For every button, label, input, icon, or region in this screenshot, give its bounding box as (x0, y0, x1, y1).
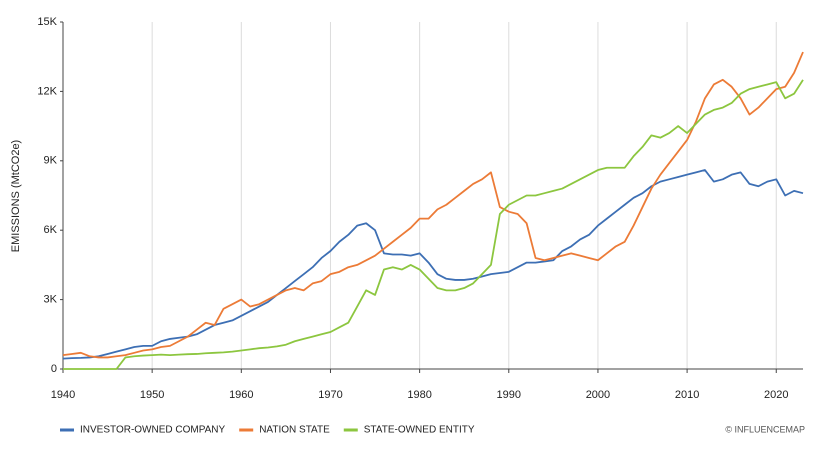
series-line (63, 79, 804, 370)
x-tick-label: 1990 (497, 389, 521, 401)
x-tick-label: 2020 (764, 389, 788, 401)
legend-label: NATION STATE (259, 425, 330, 436)
x-tick-label: 2010 (675, 389, 699, 401)
legend-label: INVESTOR-OWNED COMPANY (80, 425, 226, 436)
x-tick-label: 1940 (51, 389, 75, 401)
y-tick-label: 9K (44, 155, 58, 167)
y-tick-label: 3K (44, 294, 58, 306)
y-tick-label: 0 (51, 363, 57, 375)
x-tick-label: 1970 (318, 389, 342, 401)
x-tick-label: 2000 (586, 389, 610, 401)
y-tick-label: 12K (37, 85, 57, 97)
x-tick-label: 1960 (229, 389, 253, 401)
legend-label: STATE-OWNED ENTITY (364, 425, 475, 436)
series-line (62, 51, 804, 359)
y-tick-label: 6K (44, 224, 58, 236)
y-tick-label: 15K (37, 16, 57, 28)
series-line (62, 169, 804, 360)
x-tick-label: 1950 (140, 389, 164, 401)
source-credit: © INFLUENCEMAP (725, 424, 805, 434)
x-tick-label: 1980 (407, 389, 431, 401)
y-axis-label: EMISSIONS (MtCO2e) (10, 140, 22, 252)
